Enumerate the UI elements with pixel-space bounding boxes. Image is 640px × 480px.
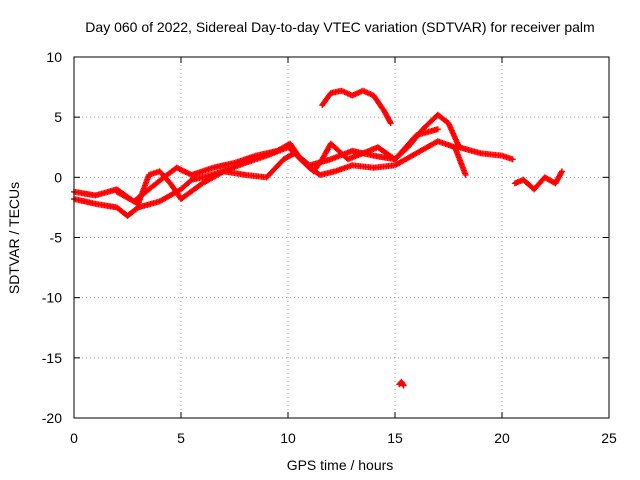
chart-title: Day 060 of 2022, Sidereal Day-to-day VTE… [85, 19, 594, 35]
y-tick-label: 5 [54, 109, 62, 125]
data-point-track-b [462, 171, 469, 178]
series-track-b [71, 138, 469, 219]
data-point-outlier [400, 382, 407, 389]
x-tick-label: 10 [280, 430, 296, 446]
series-outlier [396, 378, 407, 389]
series-track-e [511, 168, 565, 193]
x-tick-label: 5 [177, 430, 185, 446]
x-axis-label: GPS time / hours [287, 457, 394, 473]
axes: 0 5 10 15 20 25 -20 -15 -10 -5 0 5 10 [42, 49, 617, 446]
y-tick-label: -20 [42, 410, 62, 426]
grid-lines [74, 57, 609, 418]
y-axis-label: SDTVAR / TECUs [6, 182, 22, 294]
y-tick-label: -10 [42, 290, 62, 306]
x-tick-label: 20 [494, 430, 510, 446]
data-point-track-c [434, 126, 441, 133]
x-tick-label: 15 [387, 430, 403, 446]
y-tick-label: -15 [42, 350, 62, 366]
x-tick-label: 25 [601, 430, 617, 446]
y-tick-label: 10 [46, 49, 62, 65]
data-point-track-e [558, 168, 565, 175]
y-tick-label: 0 [54, 169, 62, 185]
y-tick-label: -5 [50, 230, 63, 246]
data-point-track-a [509, 156, 516, 163]
series-track-c [113, 126, 441, 207]
series-track-d [319, 87, 394, 127]
data-layer [71, 87, 565, 389]
data-point-outlier [399, 381, 406, 388]
x-tick-label: 0 [70, 430, 78, 446]
data-point-track-d [387, 120, 394, 127]
